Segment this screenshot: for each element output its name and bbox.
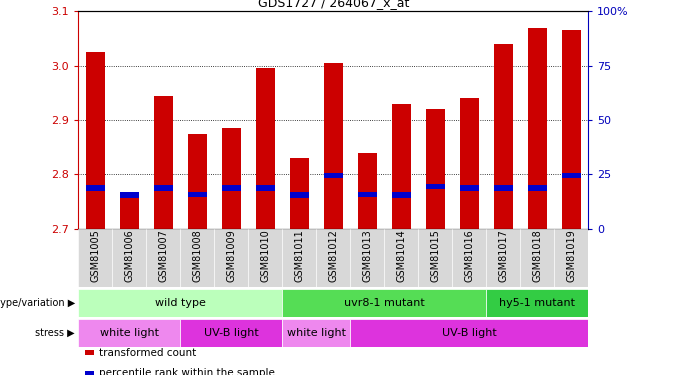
Bar [324,173,343,178]
Bar [460,185,479,191]
Bar [120,192,139,198]
Text: GSM81017: GSM81017 [498,229,508,282]
Text: GSM81006: GSM81006 [124,229,134,282]
Text: hy5-1 mutant: hy5-1 mutant [499,298,575,308]
Bar [112,229,146,287]
Bar [358,192,377,197]
Text: stress ▶: stress ▶ [35,328,75,338]
Bar [154,185,173,191]
Bar [452,229,486,287]
Bar [222,128,241,229]
Title: GDS1727 / 264067_x_at: GDS1727 / 264067_x_at [258,0,409,9]
Text: GSM81011: GSM81011 [294,229,304,282]
Text: UV-B light: UV-B light [442,328,496,338]
Bar [426,109,445,229]
Bar [282,289,486,317]
Bar [460,98,479,229]
Bar [392,104,411,229]
Bar [120,194,139,229]
Bar [78,289,282,317]
Bar [562,30,581,229]
Text: GSM81007: GSM81007 [158,229,168,282]
Text: GSM81018: GSM81018 [532,229,542,282]
Text: white light: white light [100,328,158,338]
Text: wild type: wild type [155,298,205,308]
Bar [324,63,343,229]
Bar [78,319,180,347]
Bar [520,229,554,287]
Text: GSM81015: GSM81015 [430,229,440,282]
Bar [528,185,547,191]
Text: GSM81012: GSM81012 [328,229,338,282]
Bar [350,319,588,347]
Bar [282,229,316,287]
Bar [256,68,275,229]
Bar [188,134,207,229]
Text: GSM81005: GSM81005 [90,229,100,282]
Bar [256,185,275,191]
Bar [282,319,350,347]
Bar [494,185,513,191]
Text: GSM81008: GSM81008 [192,229,202,282]
Bar [188,192,207,197]
Bar [494,44,513,229]
Text: UV-B light: UV-B light [204,328,258,338]
Bar [180,229,214,287]
Text: GSM81019: GSM81019 [566,229,576,282]
Text: GSM81010: GSM81010 [260,229,270,282]
Bar [222,185,241,191]
Text: uvr8-1 mutant: uvr8-1 mutant [344,298,424,308]
Text: GSM81013: GSM81013 [362,229,372,282]
Bar [180,319,282,347]
Text: GSM81009: GSM81009 [226,229,236,282]
Bar [78,229,112,287]
Bar [562,173,581,178]
Bar [248,229,282,287]
Text: percentile rank within the sample: percentile rank within the sample [99,368,275,375]
Bar [384,229,418,287]
Bar [554,229,588,287]
Bar [316,229,350,287]
Bar [350,229,384,287]
Text: white light: white light [287,328,345,338]
Bar [486,229,520,287]
Text: GSM81016: GSM81016 [464,229,474,282]
Bar [358,153,377,229]
Bar [418,229,452,287]
Text: transformed count: transformed count [99,348,197,357]
Bar [290,158,309,229]
Bar [146,229,180,287]
Text: GSM81014: GSM81014 [396,229,406,282]
Bar [426,184,445,189]
Bar [528,28,547,229]
Bar [154,96,173,229]
Text: genotype/variation ▶: genotype/variation ▶ [0,298,75,308]
Bar [86,52,105,229]
Bar [86,185,105,191]
Bar [486,289,588,317]
Bar [290,192,309,198]
Bar [214,229,248,287]
Bar [392,192,411,198]
